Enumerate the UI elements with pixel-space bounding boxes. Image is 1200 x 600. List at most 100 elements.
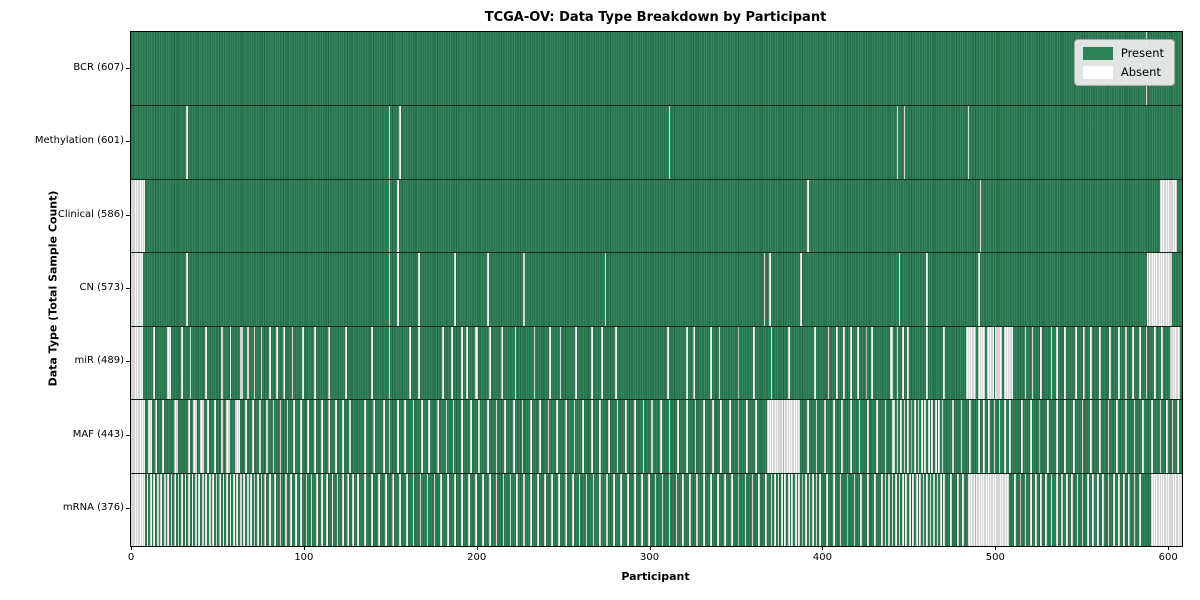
absent-stripe <box>388 326 391 400</box>
absent-stripe <box>417 253 420 326</box>
absent-stripe <box>200 400 204 473</box>
absent-stripe <box>939 473 942 546</box>
absent-stripe <box>765 473 768 546</box>
absent-stripe <box>896 106 899 179</box>
absent-stripe <box>530 400 533 473</box>
absent-stripe <box>967 106 970 179</box>
absent-stripe <box>1045 473 1048 546</box>
absent-stripe <box>824 400 826 473</box>
absent-stripe <box>770 473 773 546</box>
absent-stripe <box>286 400 289 473</box>
absent-stripe <box>481 473 484 546</box>
absent-stripe <box>710 326 712 400</box>
absent-stripe <box>495 473 498 546</box>
absent-stripe <box>1086 473 1089 546</box>
absent-stripe <box>896 400 899 473</box>
absent-stripe <box>156 473 159 546</box>
chart-title: TCGA-OV: Data Type Breakdown by Particip… <box>484 10 827 25</box>
absent-stripe <box>1176 400 1179 473</box>
absent-stripe <box>571 473 574 546</box>
absent-stripe <box>1142 400 1144 473</box>
absent-stripe <box>452 400 455 473</box>
absent-stripe <box>682 473 685 546</box>
absent-stripe <box>1138 326 1141 400</box>
absent-stripe <box>922 473 925 546</box>
absent-stripe <box>1038 400 1041 473</box>
absent-stripe <box>905 473 908 546</box>
absent-stripe <box>378 473 380 546</box>
absent-stripe <box>703 400 705 473</box>
absent-stripe <box>1040 473 1042 546</box>
absent-stripe <box>283 326 285 400</box>
absent-stripe <box>988 400 991 473</box>
absent-stripe <box>703 473 705 546</box>
absent-stripe <box>943 326 946 400</box>
absent-stripe <box>1029 473 1032 546</box>
absent-stripe <box>357 473 360 546</box>
absent-stripe <box>1123 473 1125 546</box>
absent-stripe <box>843 326 845 400</box>
absent-stripe <box>860 473 863 546</box>
absent-stripe <box>1169 326 1181 400</box>
absent-stripe <box>1138 473 1141 546</box>
absent-stripe <box>514 326 517 400</box>
absent-stripe <box>352 473 354 546</box>
absent-stripe <box>564 400 567 473</box>
absent-stripe <box>220 326 223 400</box>
absent-stripe <box>412 400 415 473</box>
x-tick-label: 300 <box>640 552 660 563</box>
absent-stripe <box>763 253 766 326</box>
absent-stripe <box>832 473 835 546</box>
absent-stripe <box>419 473 422 546</box>
absent-stripe <box>1118 326 1120 400</box>
absent-stripe <box>1040 326 1042 400</box>
absent-stripe <box>979 179 982 253</box>
absent-stripe <box>447 473 450 546</box>
absent-stripe <box>791 473 794 546</box>
y-tick-label: miR (489) <box>74 355 124 367</box>
x-tick-label: 200 <box>467 552 487 563</box>
absent-stripe <box>901 326 904 400</box>
absent-stripe <box>933 473 935 546</box>
absent-stripe <box>903 106 906 179</box>
y-tick-label: Clinical (586) <box>57 208 124 220</box>
absent-stripe <box>397 400 399 473</box>
row-miR <box>131 325 1182 400</box>
absent-stripe <box>222 473 225 546</box>
absent-stripe <box>818 473 821 546</box>
absent-stripe <box>160 473 163 546</box>
legend-present-label: Present <box>1120 46 1164 60</box>
absent-stripe <box>1107 400 1110 473</box>
absent-stripe <box>926 326 928 400</box>
absent-stripe <box>853 473 856 546</box>
x-tick-mark <box>303 546 305 550</box>
absent-stripe <box>780 473 783 546</box>
absent-stripe <box>907 326 909 400</box>
x-axis-label: Participant <box>621 570 690 583</box>
absent-stripe <box>537 473 539 546</box>
absent-stripe <box>1081 473 1084 546</box>
absent-stripe <box>654 473 657 546</box>
absent-stripe <box>533 326 536 400</box>
absent-stripe <box>957 473 959 546</box>
absent-stripe <box>388 179 391 253</box>
absent-stripe <box>551 473 553 546</box>
absent-stripe <box>1131 326 1134 400</box>
absent-stripe <box>426 473 429 546</box>
legend-entry-absent: Absent <box>1082 65 1164 79</box>
absent-stripe <box>689 473 692 546</box>
absent-stripe <box>668 400 671 473</box>
absent-stripe <box>398 106 401 179</box>
absent-stripe <box>784 473 787 546</box>
absent-stripe <box>746 400 749 473</box>
absent-stripe <box>1171 400 1174 473</box>
absent-stripe <box>881 473 883 546</box>
absent-stripe <box>668 106 671 179</box>
absent-stripe <box>341 400 344 473</box>
absent-stripe <box>284 473 287 546</box>
x-tick-mark <box>649 546 651 550</box>
y-tick-label: Methylation (601) <box>34 135 124 147</box>
absent-stripe <box>1099 326 1101 400</box>
absent-stripe <box>755 400 757 473</box>
absent-stripe <box>1083 326 1086 400</box>
